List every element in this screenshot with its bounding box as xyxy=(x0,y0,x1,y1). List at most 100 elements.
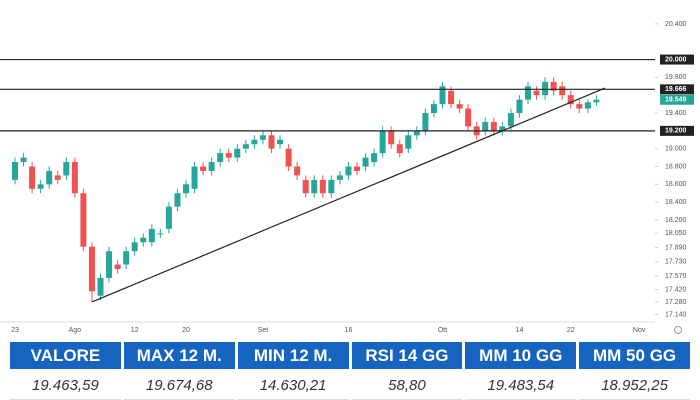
candle-body xyxy=(131,242,138,252)
x-tick-label: Nov xyxy=(633,327,646,334)
candle-body xyxy=(465,108,472,127)
y-tick-label: 17.140 xyxy=(665,311,687,318)
settings-icon xyxy=(674,326,682,334)
candle-body xyxy=(405,135,412,149)
x-tick-label: 12 xyxy=(131,327,139,334)
y-tick-label: 18.400 xyxy=(665,199,687,206)
table-value-cell: 19.463,59 xyxy=(10,372,121,400)
candle-body xyxy=(533,90,540,96)
x-tick-label: Ago xyxy=(69,327,82,334)
candle-body xyxy=(234,148,241,158)
candle-body xyxy=(71,162,78,194)
y-tick-label: 18.200 xyxy=(665,217,687,224)
y-tick-label: 20.400 xyxy=(665,21,687,28)
candle-body xyxy=(12,162,18,180)
candle-body xyxy=(302,179,309,194)
level-badge xyxy=(660,84,694,95)
table-value-cell: 18.952,25 xyxy=(579,372,690,400)
candle-body xyxy=(567,95,574,105)
x-tick-label: 16 xyxy=(345,327,353,334)
table-header-cell: MIN 12 M. xyxy=(237,342,349,369)
candle-body xyxy=(345,166,352,176)
y-tick-label: 19.800 xyxy=(665,74,687,81)
candle-body xyxy=(183,184,189,194)
candle-body xyxy=(191,166,198,189)
candle-body xyxy=(46,170,53,185)
y-tick-label: 17.420 xyxy=(665,286,687,293)
candle-body xyxy=(140,237,147,243)
x-tick-label: 14 xyxy=(516,327,524,334)
candle-body xyxy=(157,233,164,235)
candle-body xyxy=(550,81,557,91)
candle-body xyxy=(37,184,44,189)
x-tick-label: 23 xyxy=(11,327,19,334)
x-tick-label: 20 xyxy=(182,327,190,334)
table-value-cell: 14.630,21 xyxy=(237,372,349,400)
candle-body xyxy=(29,166,36,189)
candle-body xyxy=(174,193,181,207)
candle-body xyxy=(88,246,95,292)
candle-body xyxy=(123,251,130,265)
candle-body xyxy=(277,139,284,145)
level-badge xyxy=(660,54,694,65)
y-tick-label: 17.730 xyxy=(665,259,687,266)
x-tick-label: Ott xyxy=(438,327,447,334)
candle-body xyxy=(396,144,403,154)
chart: 20.400 19.800 19.400 19.000 18.800 18.600 18.4… xyxy=(0,21,694,334)
level-label: 20.000 xyxy=(665,56,687,63)
table-header-cell: MAX 12 M. xyxy=(123,342,235,369)
candle-body xyxy=(482,121,489,131)
candle-body xyxy=(559,86,566,96)
candle-body xyxy=(148,228,155,243)
candle-body xyxy=(439,86,446,105)
level-label: 19.666 xyxy=(665,86,687,93)
candle-body xyxy=(20,157,27,163)
candle-body xyxy=(285,148,292,167)
candle-body xyxy=(97,277,104,296)
candle-body xyxy=(448,90,455,105)
candle-body xyxy=(593,99,600,103)
y-tick-label: 17.570 xyxy=(665,273,687,280)
table-header-cell: MM 10 GG xyxy=(465,342,577,369)
candle-body xyxy=(268,135,275,149)
candle-body xyxy=(499,126,506,131)
y-tick-label: 19.400 xyxy=(665,110,687,117)
candle-body xyxy=(430,104,437,114)
candle-body xyxy=(165,206,172,229)
table-header-cell: MM 50 GG xyxy=(579,342,690,369)
y-tick-label: 17.890 xyxy=(665,244,687,251)
level-badge xyxy=(660,125,694,136)
y-tick-label: 18.600 xyxy=(665,181,687,188)
table-header-cell: RSI 14 GG xyxy=(351,342,463,369)
candle-body xyxy=(54,175,61,180)
candle-body xyxy=(328,179,335,194)
y-tick-label: 18.800 xyxy=(665,163,687,170)
candle-body xyxy=(379,130,386,154)
y-tick-label: 17.280 xyxy=(665,299,687,306)
y-tick-label: 18.050 xyxy=(665,230,687,237)
candle-body xyxy=(422,113,429,131)
candle-body xyxy=(516,99,523,114)
candle-body xyxy=(354,166,360,171)
candle-body xyxy=(507,113,514,127)
candle-body xyxy=(311,179,318,194)
candle-body xyxy=(362,157,369,167)
candle-body xyxy=(251,139,258,145)
candle-body xyxy=(242,144,249,149)
candle-body xyxy=(525,86,531,100)
x-tick-label: Set xyxy=(258,327,269,334)
candle-body xyxy=(388,130,395,145)
candle-body xyxy=(217,153,224,163)
candle-body xyxy=(413,130,420,136)
candle-body xyxy=(114,264,121,269)
table-value-cell: 58,80 xyxy=(351,372,463,400)
candle-body xyxy=(208,162,215,171)
candle-body xyxy=(63,162,70,176)
candle-body xyxy=(225,153,232,158)
candle-body xyxy=(294,166,301,176)
candle-body xyxy=(371,153,378,163)
candle-body xyxy=(456,104,463,109)
x-tick-label: 22 xyxy=(567,327,575,334)
table-value-cell: 19.483,54 xyxy=(465,372,577,400)
